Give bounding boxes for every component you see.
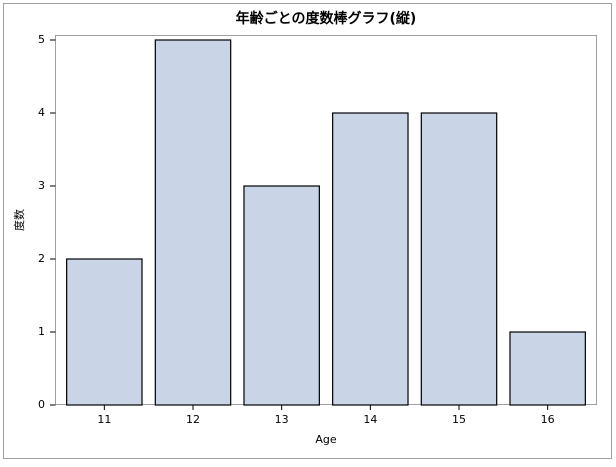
x-tick-label: 13 — [275, 413, 289, 426]
y-tick-label: 4 — [38, 106, 45, 119]
x-axis-label: Age — [315, 433, 337, 446]
bar — [66, 258, 143, 406]
y-tick-label: 1 — [38, 325, 45, 338]
outer-border — [3, 3, 612, 459]
y-axis-label: 度数 — [12, 209, 26, 231]
x-tick-label: 12 — [186, 413, 200, 426]
bar — [154, 39, 232, 406]
chart-title: 年齢ごとの度数棒グラフ(縦) — [236, 10, 417, 27]
y-tick-label: 3 — [38, 179, 45, 192]
bar — [243, 185, 320, 406]
plot-frame — [55, 35, 597, 405]
x-tick-label: 14 — [363, 413, 377, 426]
bar — [332, 112, 409, 406]
x-tick-label: 15 — [452, 413, 466, 426]
bar — [420, 112, 498, 406]
y-tick-label: 2 — [38, 252, 45, 265]
x-tick-label: 11 — [97, 413, 111, 426]
y-tick-label: 5 — [38, 33, 45, 46]
x-tick-label: 16 — [541, 413, 555, 426]
y-tick-label: 0 — [38, 398, 45, 411]
bar — [509, 331, 586, 406]
